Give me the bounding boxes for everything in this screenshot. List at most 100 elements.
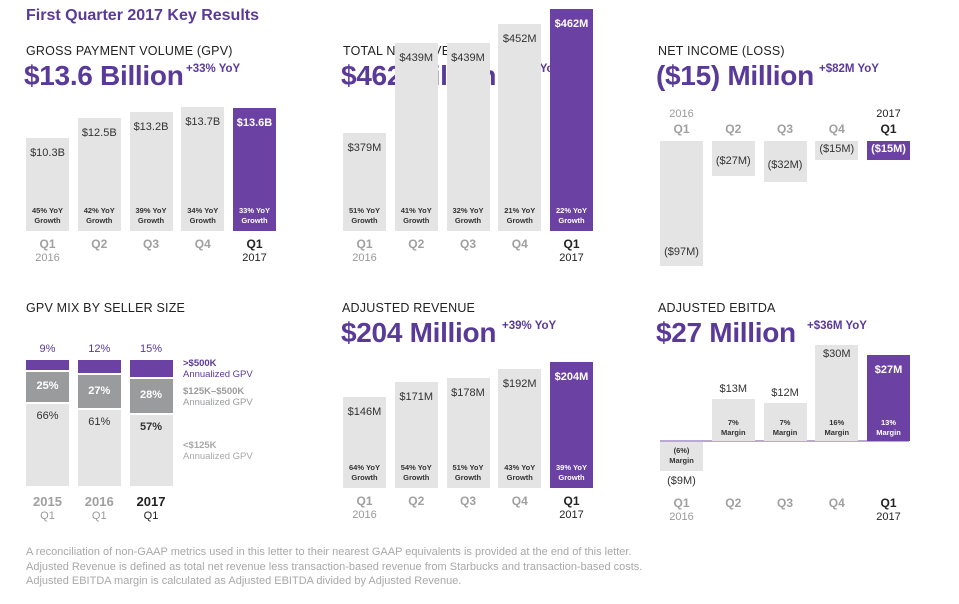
quarter-label: Q3 bbox=[776, 122, 793, 136]
bar-value-label: $439M bbox=[451, 52, 485, 65]
stacked-bar: 27% 61% bbox=[77, 360, 121, 488]
quarter-label: Q1 bbox=[563, 494, 580, 508]
segment-value-label: 61% bbox=[88, 415, 111, 428]
bar-growth-label: 45% YoY Growth bbox=[32, 205, 63, 225]
quarter-label: Q1 bbox=[673, 496, 690, 510]
bar: ($15M) bbox=[867, 141, 910, 161]
adjusted-revenue-headline: $204 Million bbox=[341, 317, 497, 348]
bar: (6%) Margin bbox=[660, 442, 703, 471]
net-revenue-chart: $379M 51% YoY Growth Q1 2016 $439M 41% YoY Gr… bbox=[0, 0, 640, 280]
year-label: 2016 bbox=[669, 511, 694, 523]
year-label: 2016 bbox=[35, 252, 60, 264]
bar-value-label: $12.5B bbox=[81, 127, 117, 140]
bar-value-label: ($9M) bbox=[667, 474, 696, 487]
adjusted-ebitda-yoy: +$36M YoY bbox=[807, 320, 867, 332]
quarter-label: Q4 bbox=[511, 494, 528, 508]
legend-label-line2: Annualized GPV bbox=[183, 369, 253, 380]
bar: 7% Margin bbox=[763, 402, 807, 441]
bar-growth-label: 51% YoY Growth bbox=[349, 205, 380, 225]
segment-125k-500k: 27% bbox=[77, 375, 121, 408]
bar-growth-label: 39% YoY Growth bbox=[135, 205, 167, 225]
gpv-headline: $13.6 Billion bbox=[24, 60, 184, 91]
adjusted-ebitda-chart: (6%) Margin ($9M) Q1 2016 7% Margin $13M Q2 7% … bbox=[660, 345, 910, 523]
footnote-line: A reconciliation of non-GAAP metrics use… bbox=[26, 546, 632, 558]
bar-value-label: $462M bbox=[554, 17, 589, 30]
bar-value-label: $204M bbox=[554, 370, 589, 383]
segment-value-label: 9% bbox=[39, 343, 56, 355]
bar-margin-label: 16% Margin bbox=[824, 418, 850, 437]
quarter-label: Q1 bbox=[356, 237, 373, 251]
quarter-label: Q2 bbox=[725, 122, 742, 136]
segment-125k-500k: 25% bbox=[26, 371, 69, 402]
quarter-label: Q3 bbox=[776, 496, 793, 510]
gpv-chart: $10.3B 45% YoY Growth Q1 2016 $12.5B 42% YoY … bbox=[0, 0, 320, 280]
bar: $192M 43% YoY Growth bbox=[498, 368, 542, 488]
bar: ($97M) bbox=[660, 141, 703, 267]
bar: $13.2B 39% YoY Growth bbox=[129, 111, 173, 231]
stacked-bar: 25% 66% bbox=[26, 360, 69, 488]
bar-value-label: $13.2B bbox=[133, 120, 169, 133]
gpv-mix-panel-title: GPV MIX BY SELLER SIZE bbox=[26, 301, 186, 315]
bar-value-label: $192M bbox=[502, 377, 537, 390]
gpv-panel-title: GROSS PAYMENT VOLUME (GPV) bbox=[26, 44, 233, 58]
bar-growth-label: 41% YoY Growth bbox=[400, 205, 432, 225]
year-label: 2017 bbox=[559, 252, 584, 264]
segment-125k-500k: 28% bbox=[129, 379, 173, 414]
bar-value-label: $171M bbox=[399, 390, 434, 403]
bar: ($27M) bbox=[711, 141, 755, 176]
segment-value-label: 15% bbox=[139, 343, 163, 355]
quarter-label: Q4 bbox=[194, 237, 211, 251]
bar-growth-label: 39% YoY Growth bbox=[556, 462, 587, 482]
bar: $13.7B 34% YoY Growth bbox=[181, 107, 225, 231]
quarter-label: Q2 bbox=[408, 237, 425, 251]
segment-over-500k bbox=[26, 360, 69, 370]
bar: $439M 41% YoY Growth bbox=[394, 43, 438, 231]
quarter-label: Q2 bbox=[725, 496, 742, 510]
gpv-yoy: +33% YoY bbox=[186, 63, 241, 75]
bar: $13.6B 33% YoY Growth bbox=[233, 108, 276, 231]
year-label: 2017 bbox=[242, 252, 267, 264]
quarter-label: Q4 bbox=[828, 496, 845, 510]
adjusted-ebitda-headline: $27 Million bbox=[656, 317, 796, 348]
quarter-label: Q2 bbox=[91, 237, 108, 251]
adjusted-revenue-panel-title: ADJUSTED REVENUE bbox=[342, 301, 476, 315]
year-label: 2017 bbox=[559, 509, 584, 521]
bar: $10.3B 45% YoY Growth bbox=[26, 138, 69, 231]
bar-value-label: $10.3B bbox=[30, 147, 65, 160]
adjusted-revenue-yoy: +39% YoY bbox=[502, 320, 557, 332]
legend-label-line1: >$500K bbox=[183, 358, 217, 369]
net-income-panel-title: NET INCOME (LOSS) bbox=[658, 44, 785, 58]
bar-margin-label: 13% Margin bbox=[876, 417, 901, 437]
segment-value-label: 12% bbox=[88, 343, 111, 355]
bar: $379M 51% YoY Growth bbox=[343, 132, 386, 231]
bar-value-label: ($32M) bbox=[767, 158, 803, 171]
legend-label-line2: Annualized GPV bbox=[183, 451, 253, 462]
gpv-mix-chart: 25% 66% 9% 2015 Q1 27% 61% 12% 2016 Q1 28% 57% 15% 20… bbox=[0, 0, 320, 540]
bar-value-label: $379M bbox=[347, 141, 382, 154]
bar-growth-label: 64% YoY Growth bbox=[349, 462, 380, 482]
bar: ($15M) bbox=[815, 141, 859, 161]
bar-value-label: $12M bbox=[771, 386, 799, 399]
legend-item: >$500K Annualized GPV bbox=[183, 358, 253, 380]
stacked-bar: 28% 57% bbox=[129, 360, 173, 488]
bar-margin-label: 7% Margin bbox=[772, 417, 798, 437]
bar-value-label: $30M bbox=[822, 348, 851, 360]
bar-value-label: $13M bbox=[719, 383, 748, 396]
quarter-sub-label: Q1 bbox=[143, 510, 159, 522]
quarter-label: Q1 bbox=[880, 122, 897, 136]
adjusted-ebitda-panel-title: ADJUSTED EBITDA bbox=[658, 301, 776, 315]
quarter-label: Q2 bbox=[408, 494, 425, 508]
bar-value-label: $13.6B bbox=[236, 117, 273, 130]
bar-value-label: $452M bbox=[502, 32, 537, 45]
bar-value-label: $13.7B bbox=[185, 116, 221, 129]
bar-value-label: ($15M) bbox=[819, 143, 855, 155]
bar-margin-label: (6%) Margin bbox=[669, 446, 694, 465]
quarter-sub-label: Q1 bbox=[40, 510, 55, 522]
bar-growth-label: 32% YoY Growth bbox=[452, 205, 484, 225]
bar: ($32M) bbox=[763, 141, 807, 183]
footnote-line: Adjusted EBITDA margin is calculated as … bbox=[26, 575, 462, 587]
legend-label-line2: Annualized GPV bbox=[183, 397, 253, 408]
quarter-label: Q3 bbox=[142, 237, 159, 251]
bar: $452M 21% YoY Growth bbox=[498, 23, 542, 231]
year-label: 2016 bbox=[352, 252, 377, 264]
